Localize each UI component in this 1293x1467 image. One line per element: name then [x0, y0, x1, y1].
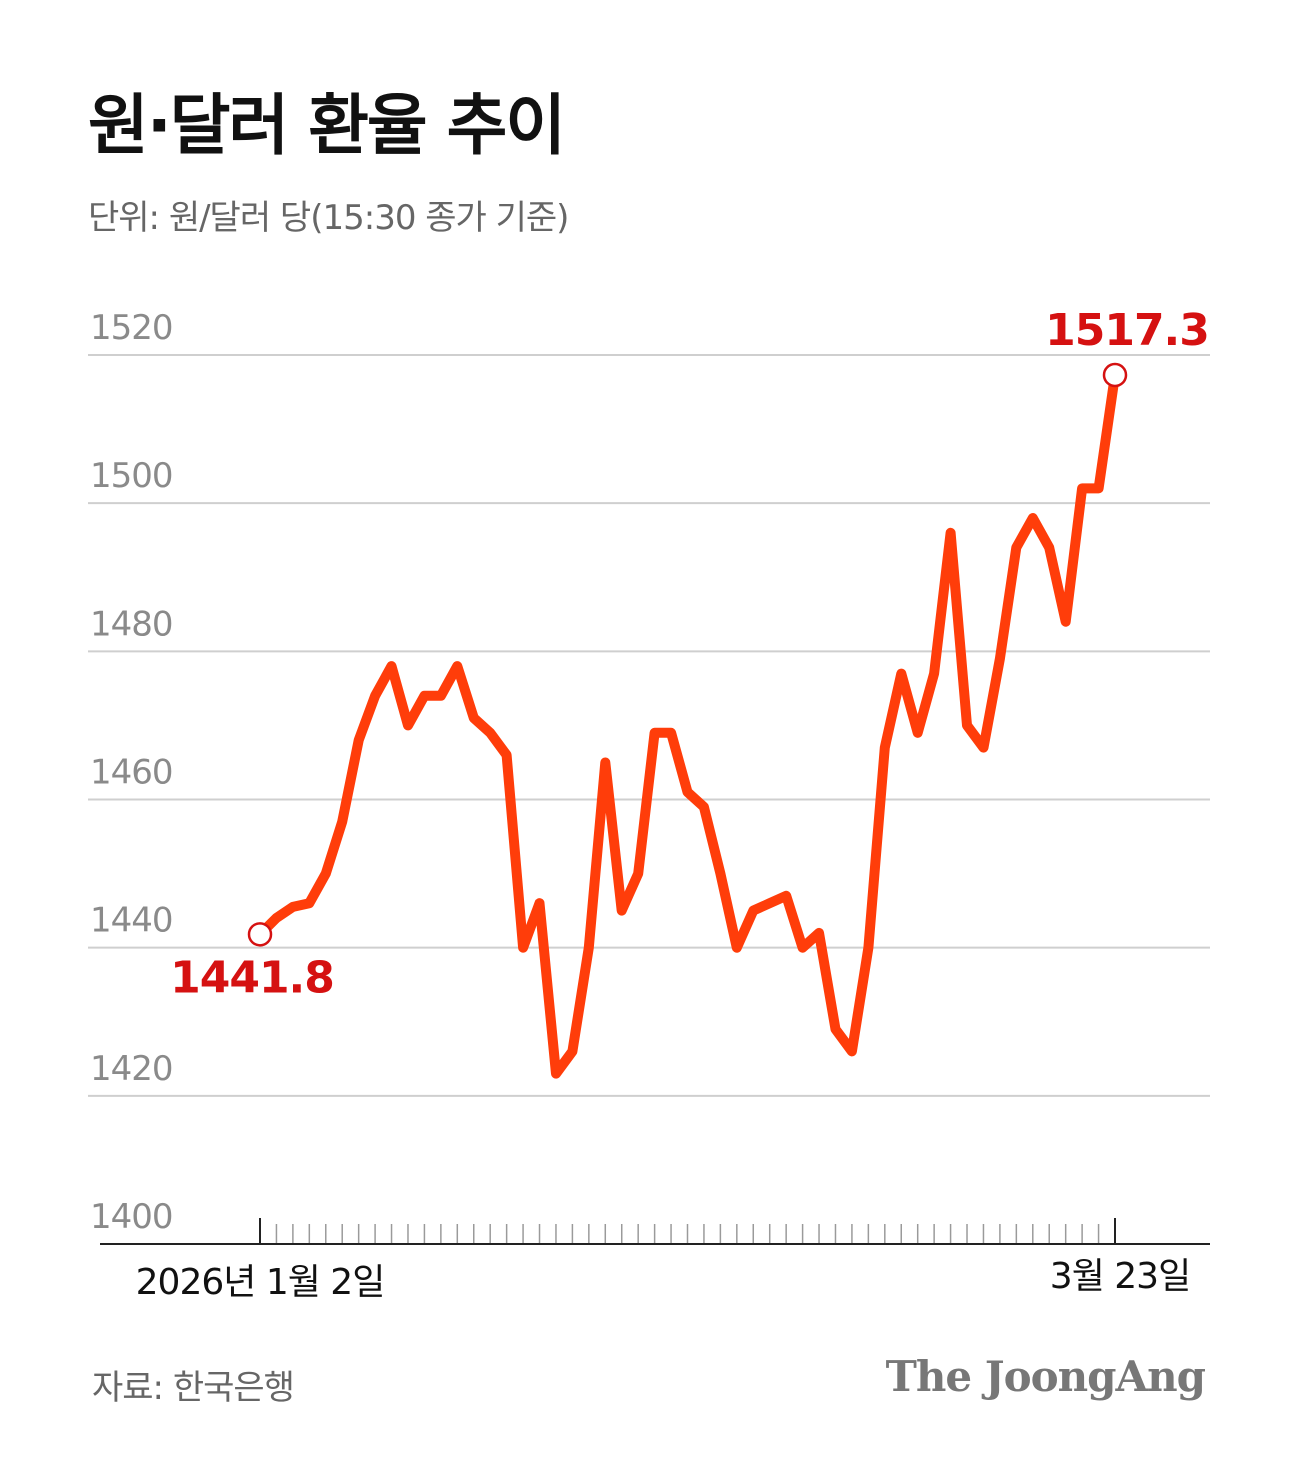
- brand-logo: The JoongAng: [885, 1352, 1206, 1401]
- unit-subtitle: 단위: 원/달러 당(15:30 종가 기준): [88, 198, 569, 238]
- y-tick-label: 1460: [90, 753, 173, 793]
- y-axis-tick-labels: 1400 1420 1440 1460 1480 1500 1520: [90, 308, 174, 1237]
- x-label-start-date: 2026년 1월 2일: [136, 1262, 385, 1303]
- x-label-end-date: 3월 23일: [1050, 1256, 1190, 1297]
- y-tick-label: 1480: [90, 604, 173, 644]
- y-tick-label: 1440: [90, 901, 173, 941]
- end-value-label: 1517.3: [1045, 305, 1209, 356]
- chart-title: 원·달러 환율 추이: [88, 87, 566, 164]
- x-axis-ticks: [259, 1218, 1116, 1244]
- start-point-marker: [247, 922, 273, 947]
- y-tick-label: 1520: [90, 308, 173, 348]
- source-note: 자료: 한국은행: [92, 1368, 295, 1408]
- end-point-marker: [1102, 362, 1128, 388]
- y-tick-label: 1420: [90, 1049, 173, 1089]
- start-value-label: 1441.8: [170, 952, 334, 1003]
- y-tick-label: 1400: [90, 1197, 173, 1237]
- series-line-krw-usd: [255, 370, 1120, 1079]
- y-tick-label: 1500: [90, 456, 173, 496]
